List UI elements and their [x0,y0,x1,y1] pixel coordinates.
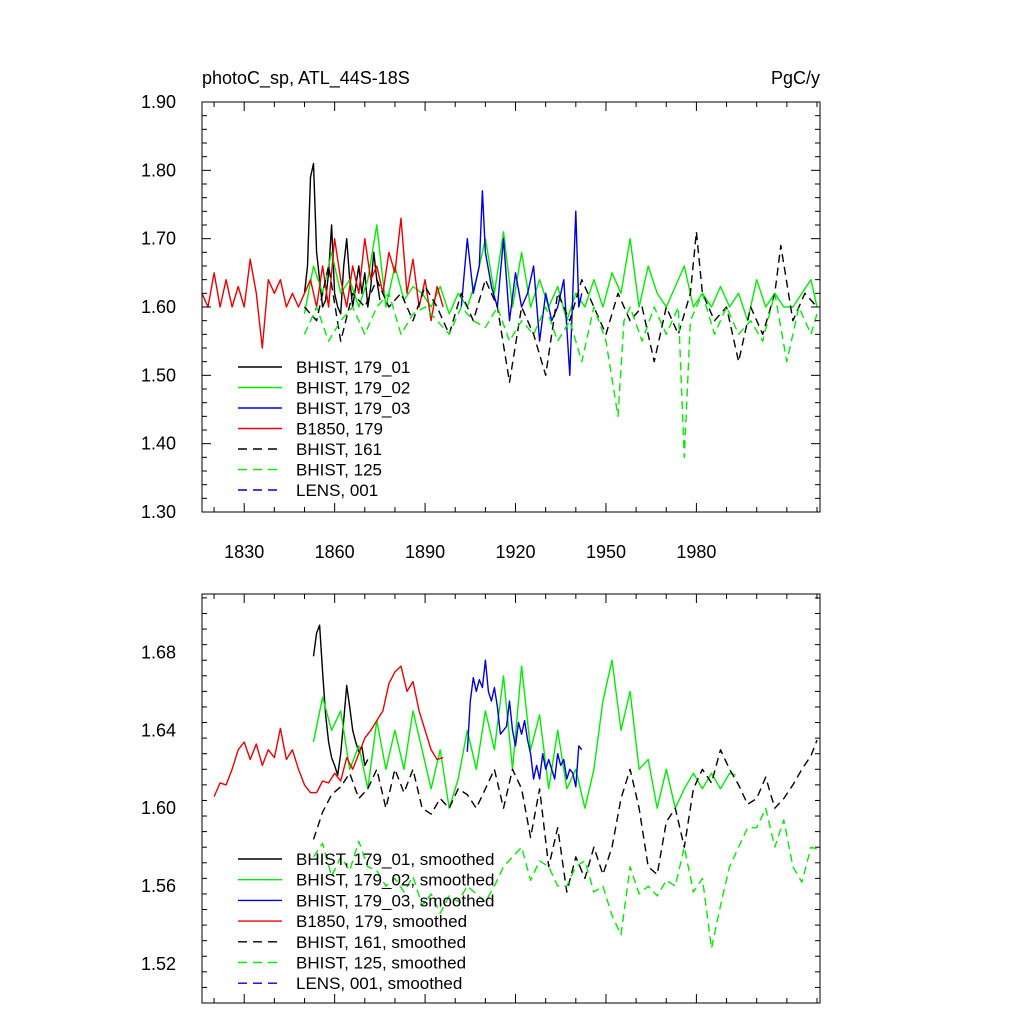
top-y-tick-label: 1.70 [141,229,176,249]
top-y-tick-label: 1.50 [141,365,176,385]
top-x-tick-label: 1950 [586,542,626,562]
top-y-tick-label: 1.30 [141,502,176,522]
top-plot-lines [201,162,818,458]
bottom-series-line-1 [312,659,736,809]
bottom-y-tick-label: 1.52 [141,954,176,974]
top-legend-label: BHIST, 179_03 [296,399,410,418]
top-y-tick-label: 1.60 [141,297,176,317]
bottom-plot-frame [201,593,821,1004]
top-series-line-2 [460,190,583,376]
top-axes: 1830 1860 1890 1920 1950 1980 1.30 1.40 1.50 1.60… [141,92,821,562]
top-x-tick-label: 1920 [495,542,535,562]
top-x-tick-label: 1890 [405,542,445,562]
top-title-right: PgC/y [771,68,820,88]
top-title-left: photoC_sp, ATL_44S-18S [202,68,410,89]
bottom-series-line-3 [213,665,444,797]
top-legend-label: LENS, 001 [296,481,378,500]
top-y-tick-label: 1.90 [141,92,176,112]
bottom-y-tick-label: 1.64 [141,720,176,740]
bottom-legend-label: B1850, 179, smoothed [296,912,467,931]
bottom-series-line-2 [466,659,583,788]
bottom-series-line-5 [312,807,818,950]
bottom-y-tick-label: 1.56 [141,876,176,896]
top-series-line-5 [303,292,818,458]
top-legend-label: BHIST, 125 [296,461,382,480]
bottom-y-tick-label: 1.68 [141,642,176,662]
top-series-line-4 [303,231,818,383]
bottom-panel: 1.52 1.56 1.60 1.64 1.68 BHIST, 179_01, smoo… [141,593,821,1004]
bottom-legend-label: BHIST, 179_03, smoothed [296,891,494,910]
top-y-tick-label: 1.40 [141,434,176,454]
top-series-line-3 [201,217,444,349]
top-panel: photoC_sp, ATL_44S-18S PgC/y 1830 1860 189… [141,68,821,562]
top-x-tick-label: 1980 [676,542,716,562]
top-series-line-1 [303,224,818,322]
bottom-legend-label: LENS, 001, smoothed [296,974,462,993]
top-x-tick-label: 1830 [224,542,264,562]
bottom-plot-lines [213,624,818,950]
bottom-legend-label: BHIST, 179_02, smoothed [296,871,494,890]
bottom-legend-label: BHIST, 125, smoothed [296,954,466,973]
bottom-legend-label: BHIST, 179_01, smoothed [296,850,494,869]
top-legend-label: BHIST, 179_02 [296,379,410,398]
bottom-legend: BHIST, 179_01, smoothed BHIST, 179_02, sm… [238,850,494,993]
bottom-legend-label: BHIST, 161, smoothed [296,933,466,952]
top-legend-label: BHIST, 179_01 [296,358,410,377]
bottom-axes: 1.52 1.56 1.60 1.64 1.68 [141,593,821,1004]
top-legend-label: B1850, 179 [296,420,383,439]
bottom-series-line-4 [312,739,818,893]
top-legend-label: BHIST, 161 [296,440,382,459]
top-y-tick-label: 1.80 [141,160,176,180]
top-x-tick-label: 1860 [315,542,355,562]
bottom-y-tick-label: 1.60 [141,798,176,818]
